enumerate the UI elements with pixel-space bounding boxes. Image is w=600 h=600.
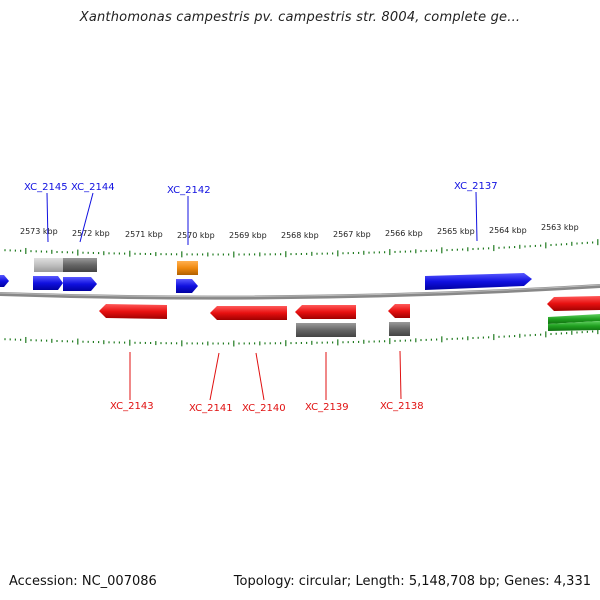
gene-feature[interactable] bbox=[388, 304, 410, 318]
ruler-label: 2563 kbp bbox=[541, 223, 579, 232]
genes-value: 4,331 bbox=[553, 574, 591, 589]
gene-label-xc-2139[interactable]: XC_2139 bbox=[305, 402, 349, 413]
accession-value: NC_007086 bbox=[81, 574, 157, 589]
forward-strand-features bbox=[0, 258, 532, 293]
gene-label-xc-2140[interactable]: XC_2140 bbox=[242, 403, 286, 414]
ruler-ticks-top bbox=[4, 239, 599, 258]
ruler-label: 2566 kbp bbox=[385, 229, 423, 238]
length-value: 5,148,708 bp bbox=[408, 574, 496, 589]
gene-feature[interactable] bbox=[176, 279, 198, 293]
gene-label-xc-2141[interactable]: XC_2141 bbox=[189, 403, 233, 414]
ruler-label: 2573 kbp bbox=[20, 227, 58, 236]
gene-feature[interactable] bbox=[547, 296, 600, 311]
ruler-label: 2569 kbp bbox=[229, 231, 267, 240]
accession-info: Accession: NC_007086 bbox=[9, 574, 157, 589]
ruler-ticks-bottom bbox=[4, 328, 599, 347]
gene-feature[interactable] bbox=[33, 276, 63, 290]
gene-label-xc-2144[interactable]: XC_2144 bbox=[71, 182, 115, 193]
gene-feature[interactable] bbox=[210, 306, 232, 320]
ruler-label: 2564 kbp bbox=[489, 226, 527, 235]
ruler-label: 2567 kbp bbox=[333, 230, 371, 239]
genes-label: Genes: bbox=[504, 574, 550, 589]
gene-label-xc-2137[interactable]: XC_2137 bbox=[454, 181, 498, 192]
gene-labels-bottom: XC_2143 XC_2141 XC_2140 XC_2139 XC_2138 bbox=[110, 350, 424, 414]
genome-backbone bbox=[0, 284, 600, 300]
gene-label-xc-2145[interactable]: XC_2145 bbox=[24, 182, 68, 193]
gene-feature[interactable] bbox=[63, 277, 97, 291]
gene-feature[interactable] bbox=[177, 261, 198, 275]
gene-label-xc-2142[interactable]: XC_2142 bbox=[167, 185, 211, 196]
gene-feature[interactable] bbox=[0, 275, 9, 287]
gene-label-xc-2143[interactable]: XC_2143 bbox=[110, 401, 154, 412]
ruler-label: 2570 kbp bbox=[177, 231, 215, 240]
ruler-label: 2565 kbp bbox=[437, 227, 475, 236]
topology-value: circular bbox=[298, 574, 347, 589]
ruler-label: 2568 kbp bbox=[281, 231, 319, 240]
gene-feature[interactable] bbox=[99, 304, 167, 319]
gene-feature[interactable] bbox=[63, 258, 97, 272]
length-label: Length: bbox=[355, 574, 405, 589]
gene-feature[interactable] bbox=[295, 305, 356, 319]
gene-feature[interactable] bbox=[224, 306, 287, 320]
map-title: Xanthomonas campestris pv. campestris st… bbox=[79, 10, 521, 25]
gene-feature[interactable] bbox=[548, 321, 600, 331]
gene-feature[interactable] bbox=[548, 314, 600, 324]
ruler-labels: 2573 kbp 2572 kbp 2571 kbp 2570 kbp 2569… bbox=[20, 223, 579, 240]
gene-labels-top: XC_2145 XC_2144 XC_2142 XC_2137 bbox=[24, 181, 498, 245]
topology-label: Topology: bbox=[233, 574, 295, 589]
gene-label-xc-2138[interactable]: XC_2138 bbox=[380, 401, 424, 412]
ruler-label: 2571 kbp bbox=[125, 230, 163, 239]
gene-feature[interactable] bbox=[389, 322, 410, 336]
reverse-strand-features bbox=[99, 296, 600, 337]
gene-feature[interactable] bbox=[296, 323, 356, 337]
ruler-label: 2572 kbp bbox=[72, 229, 110, 238]
accession-label: Accession: bbox=[9, 574, 78, 589]
gene-feature[interactable] bbox=[425, 273, 532, 290]
genome-summary: Topology: circular; Length: 5,148,708 bp… bbox=[233, 574, 591, 589]
gene-feature[interactable] bbox=[34, 258, 63, 272]
